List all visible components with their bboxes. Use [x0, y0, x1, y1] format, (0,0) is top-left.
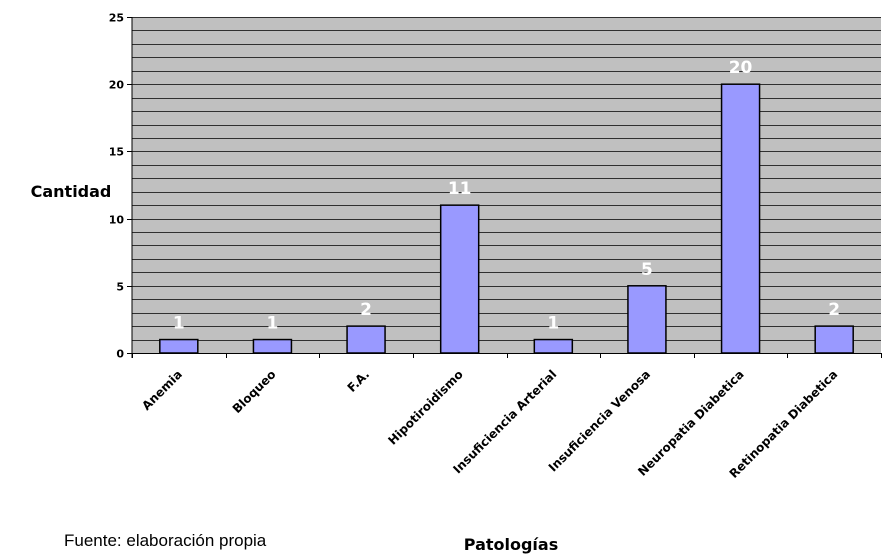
- bar: [533, 338, 574, 354]
- x-tick-label: F.A.: [345, 367, 373, 395]
- x-tick-labels: Anemia Bloqueo F.A. HipotiroidismoInsuficie…: [139, 367, 840, 481]
- axes: [127, 17, 882, 358]
- data-label: 2: [360, 300, 372, 320]
- bar: [720, 83, 761, 354]
- x-tick-label: Insuficiencia Arterial: [450, 367, 559, 476]
- y-tick-label: 20: [109, 79, 125, 92]
- x-tick-label: Bloqueo: [230, 367, 279, 416]
- x-tick-label: Neuropatia Diabetica: [635, 367, 746, 478]
- bar: [627, 285, 667, 354]
- y-tick-label: 5: [116, 281, 124, 294]
- bar: [159, 338, 199, 354]
- y-tick-label: 25: [109, 12, 124, 25]
- x-tick-label: Insuficiencia Venosa: [546, 367, 653, 474]
- plot-area: [132, 17, 881, 353]
- y-axis-title: Cantidad: [31, 182, 112, 201]
- x-tick-label: Retinopatia Diabetica: [727, 367, 841, 481]
- bar: [439, 204, 480, 354]
- x-tick-label: Anemia: [139, 367, 185, 413]
- data-label: 5: [641, 260, 653, 280]
- bar: [252, 338, 293, 354]
- y-tick-label: 15: [109, 146, 124, 159]
- source-note: Fuente: elaboración propia: [64, 531, 267, 550]
- bar: [346, 325, 386, 354]
- x-tick-label: Hipotiroidismo: [385, 367, 465, 447]
- bars: [159, 83, 854, 354]
- data-label: 1: [267, 314, 279, 334]
- data-label: 2: [828, 300, 840, 320]
- y-tick-labels: 0 5 10 15 20 25: [109, 12, 125, 361]
- y-tick-label: 0: [116, 348, 124, 361]
- data-label: 20: [729, 58, 753, 78]
- data-label: 11: [448, 179, 472, 199]
- bar: [814, 325, 854, 354]
- data-label: 1: [173, 314, 185, 334]
- x-axis-title: Patologías: [464, 535, 558, 554]
- y-tick-label: 10: [109, 214, 125, 227]
- data-label: 1: [547, 314, 559, 334]
